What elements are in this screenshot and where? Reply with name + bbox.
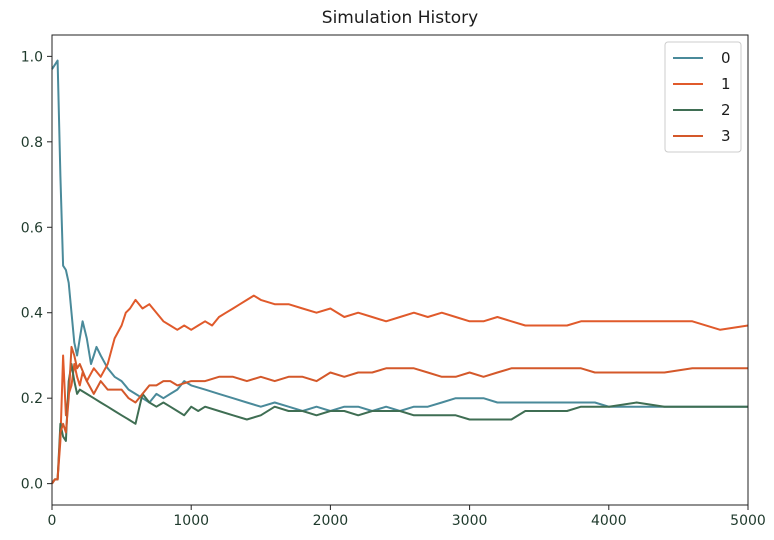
y-tick-label: 1.0 xyxy=(21,49,43,65)
x-tick-label: 4000 xyxy=(591,513,627,529)
series-1-line xyxy=(51,294,749,485)
series-2-line xyxy=(51,363,748,485)
x-tick-label: 1000 xyxy=(173,513,209,529)
series-0-line xyxy=(51,59,748,412)
y-tick-label: 0.8 xyxy=(21,135,43,151)
series-3-line xyxy=(51,345,748,485)
x-tick-label: 3000 xyxy=(452,513,488,529)
x-tick-label: 5000 xyxy=(730,513,766,529)
legend-box xyxy=(664,41,742,153)
y-tick-label: 0.2 xyxy=(21,391,43,407)
legend-label: 2 xyxy=(721,101,731,119)
series-layer xyxy=(51,59,749,485)
plot-frame xyxy=(51,34,749,506)
x-tick-label: 2000 xyxy=(313,513,349,529)
legend-label: 3 xyxy=(721,127,731,145)
y-tick-label: 0.4 xyxy=(21,306,43,322)
legend-label: 0 xyxy=(721,49,731,67)
y-axis: 0.0 0.2 0.4 0.6 0.8 1.0 xyxy=(21,49,52,493)
legend: 0 1 2 3 xyxy=(664,41,742,153)
y-tick-label: 0.6 xyxy=(21,220,43,236)
chart-title: Simulation History xyxy=(322,8,478,28)
x-tick-label: 0 xyxy=(48,513,57,529)
y-tick-label: 0.0 xyxy=(21,477,43,493)
legend-label: 1 xyxy=(721,75,731,93)
x-axis: 0 1000 2000 3000 4000 5000 xyxy=(48,505,766,529)
